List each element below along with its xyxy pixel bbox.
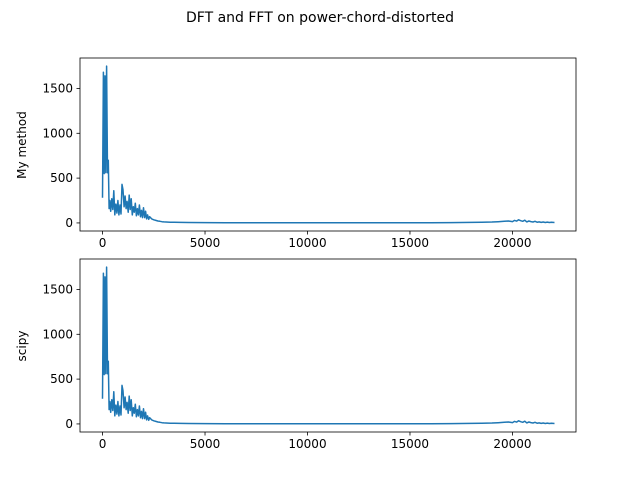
y-tick-label: 0 [65,216,73,230]
y-tick-label: 500 [50,372,73,386]
axes-frame [79,258,577,433]
y-tick-label: 1500 [42,81,73,95]
x-tick-label: 5000 [190,437,221,451]
y-tick-label: 1000 [42,126,73,140]
x-tick-label: 20000 [493,437,531,451]
series-line [101,65,555,224]
series-line [101,266,555,425]
x-tick-label: 0 [99,437,107,451]
figure-suptitle: DFT and FFT on power-chord-distorted [186,10,454,26]
x-tick-label: 10000 [288,437,326,451]
subplot-scipy: scipy 0 5000 10000 15000 20000 0 500 1000 1500 [15,258,577,451]
y-tick-label: 500 [50,171,73,185]
y-tick-label: 0 [65,417,73,431]
subplot-my-method: My method 0 5000 10000 15000 20000 0 500 1000 15… [15,57,577,250]
y-tick-label: 1500 [42,282,73,296]
y-axis-label: My method [15,111,29,179]
y-axis-label: scipy [15,331,29,362]
x-tick-label: 15000 [391,437,429,451]
y-tick-label: 1000 [42,327,73,341]
x-tick-label: 20000 [493,236,531,250]
x-tick-label: 5000 [190,236,221,250]
axes-frame [79,57,577,232]
x-tick-label: 0 [99,236,107,250]
x-tick-label: 10000 [288,236,326,250]
x-tick-label: 15000 [391,236,429,250]
